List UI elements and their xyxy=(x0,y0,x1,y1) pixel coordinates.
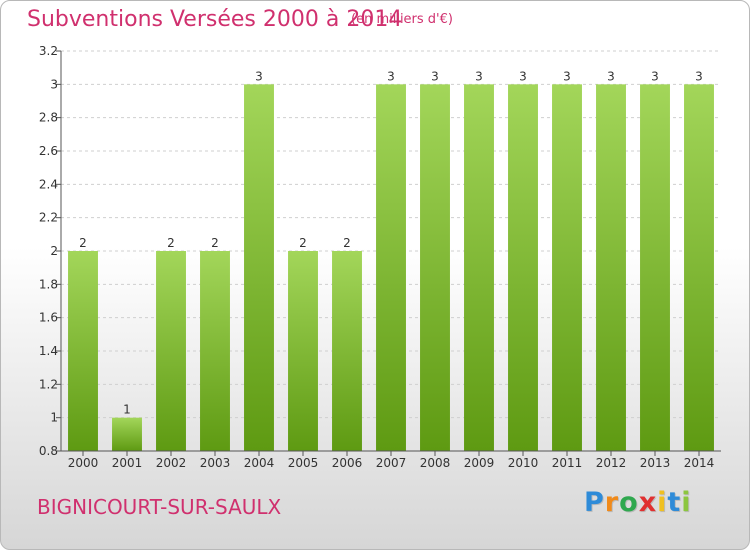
data-label: 2 xyxy=(79,236,87,250)
y-tick-label: 3 xyxy=(50,77,58,91)
data-label: 3 xyxy=(607,69,615,83)
x-tick-label: 2003 xyxy=(200,456,231,470)
bar xyxy=(552,84,582,451)
y-tick-label: 1.2 xyxy=(39,377,58,391)
y-tick-label: 1.6 xyxy=(39,311,58,325)
y-tick-label: 2.2 xyxy=(39,211,58,225)
bar xyxy=(684,84,714,451)
y-tick-label: 0.8 xyxy=(39,444,58,458)
x-tick-label: 2000 xyxy=(68,456,99,470)
logo-letter: i xyxy=(657,487,668,518)
x-tick-label: 2013 xyxy=(640,456,671,470)
y-tick-label: 2 xyxy=(50,244,58,258)
data-label: 3 xyxy=(563,69,571,83)
x-tick-label: 2007 xyxy=(376,456,407,470)
proxiti-logo: Proxiti xyxy=(584,487,692,518)
bar xyxy=(420,84,450,451)
x-tick-label: 2005 xyxy=(288,456,319,470)
bar xyxy=(596,84,626,451)
y-tick-label: 1 xyxy=(50,411,58,425)
y-tick-label: 2.6 xyxy=(39,144,58,158)
data-label: 3 xyxy=(431,69,439,83)
bar xyxy=(200,251,230,451)
data-label: 3 xyxy=(519,69,527,83)
y-tick-label: 3.2 xyxy=(39,44,58,58)
logo-letter: i xyxy=(681,487,692,518)
data-label: 2 xyxy=(299,236,307,250)
y-tick-label: 2.8 xyxy=(39,111,58,125)
bar xyxy=(244,84,274,451)
data-label: 2 xyxy=(211,236,219,250)
data-label: 2 xyxy=(167,236,175,250)
logo-letter: P xyxy=(584,487,605,518)
x-tick-label: 2012 xyxy=(596,456,627,470)
data-label: 1 xyxy=(123,403,131,417)
y-tick-label: 2.4 xyxy=(39,177,58,191)
data-label: 2 xyxy=(343,236,351,250)
bar xyxy=(156,251,186,451)
x-tick-label: 2001 xyxy=(112,456,143,470)
x-tick-label: 2004 xyxy=(244,456,275,470)
data-label: 3 xyxy=(387,69,395,83)
bar xyxy=(288,251,318,451)
commune-name: BIGNICOURT-SUR-SAULX xyxy=(37,495,282,519)
chart-unit-label: (en milliers d'€) xyxy=(351,12,453,27)
data-label: 3 xyxy=(651,69,659,83)
x-tick-label: 2006 xyxy=(332,456,363,470)
logo-letter: t xyxy=(667,487,682,518)
logo-letter: x xyxy=(638,487,658,518)
bar xyxy=(68,251,98,451)
bar xyxy=(640,84,670,451)
x-tick-label: 2010 xyxy=(508,456,539,470)
bar xyxy=(376,84,406,451)
x-tick-label: 2014 xyxy=(684,456,715,470)
bar xyxy=(112,417,142,451)
bar xyxy=(508,84,538,451)
x-tick-label: 2008 xyxy=(420,456,451,470)
data-label: 3 xyxy=(695,69,703,83)
chart-title: Subventions Versées 2000 à 2014 xyxy=(27,7,403,32)
y-tick-label: 1.8 xyxy=(39,277,58,291)
x-tick-label: 2011 xyxy=(552,456,583,470)
logo-letter: o xyxy=(619,487,639,518)
bar xyxy=(464,84,494,451)
data-label: 3 xyxy=(475,69,483,83)
logo-letter: r xyxy=(604,487,620,518)
x-tick-label: 2002 xyxy=(156,456,187,470)
y-tick-label: 1.4 xyxy=(39,344,58,358)
bar xyxy=(332,251,362,451)
x-tick-label: 2009 xyxy=(464,456,495,470)
data-label: 3 xyxy=(255,69,263,83)
